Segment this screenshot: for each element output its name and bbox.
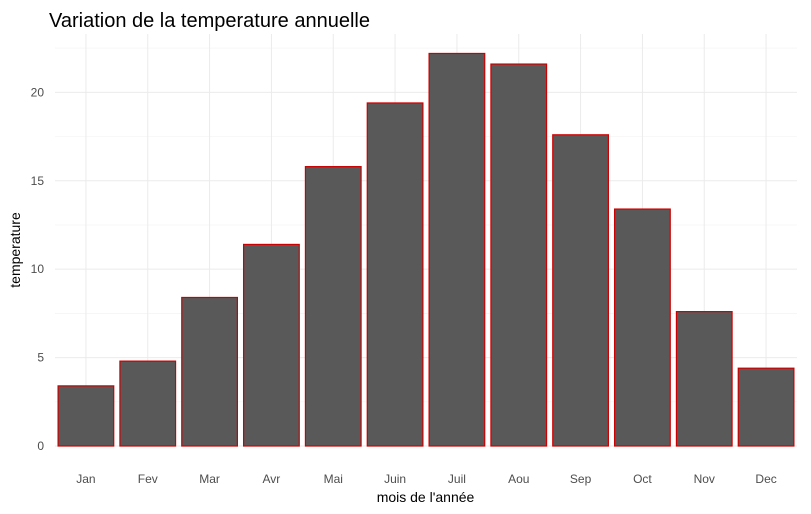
y-axis-title: temperature [7, 212, 23, 288]
x-tick-label: Avr [263, 472, 281, 486]
bar-oct [613, 208, 671, 447]
y-axis-ticks: 0 5 10 15 20 [31, 85, 45, 453]
y-tick-label: 5 [37, 351, 44, 365]
bar-juin [366, 102, 424, 447]
x-tick-label: Nov [694, 472, 715, 486]
bar-avr [242, 243, 300, 447]
y-tick-label: 15 [31, 174, 45, 188]
y-tick-label: 20 [31, 85, 45, 99]
x-tick-label: Aou [508, 472, 529, 486]
bar-mar [181, 296, 239, 447]
bar-juil [428, 52, 486, 447]
bar-sep [552, 134, 610, 447]
x-tick-label: Juin [384, 472, 406, 486]
x-tick-label: Fev [138, 472, 158, 486]
x-axis-ticks: Jan Fev Mar Avr Mai Juin Juil Aou Sep Oct Nov Dec [76, 472, 777, 486]
x-tick-label: Oct [633, 472, 652, 486]
x-tick-label: Sep [570, 472, 592, 486]
y-tick-label: 10 [31, 262, 45, 276]
chart-title: Variation de la temperature annuelle [49, 10, 370, 32]
bars [57, 52, 795, 447]
bar-nov [675, 311, 733, 447]
x-axis-title: mois de l'année [377, 489, 475, 505]
x-tick-label: Mai [324, 472, 343, 486]
bar-dec [737, 367, 795, 447]
bar-jan [57, 385, 115, 447]
bar-aou [490, 63, 548, 447]
minor-gridlines [55, 47, 797, 403]
x-tick-label: Dec [755, 472, 776, 486]
x-tick-label: Juil [448, 472, 466, 486]
bar-mai [304, 166, 362, 447]
bar-fev [119, 360, 177, 447]
y-tick-label: 0 [37, 439, 44, 453]
x-tick-label: Jan [76, 472, 95, 486]
x-tick-label: Mar [199, 472, 220, 486]
